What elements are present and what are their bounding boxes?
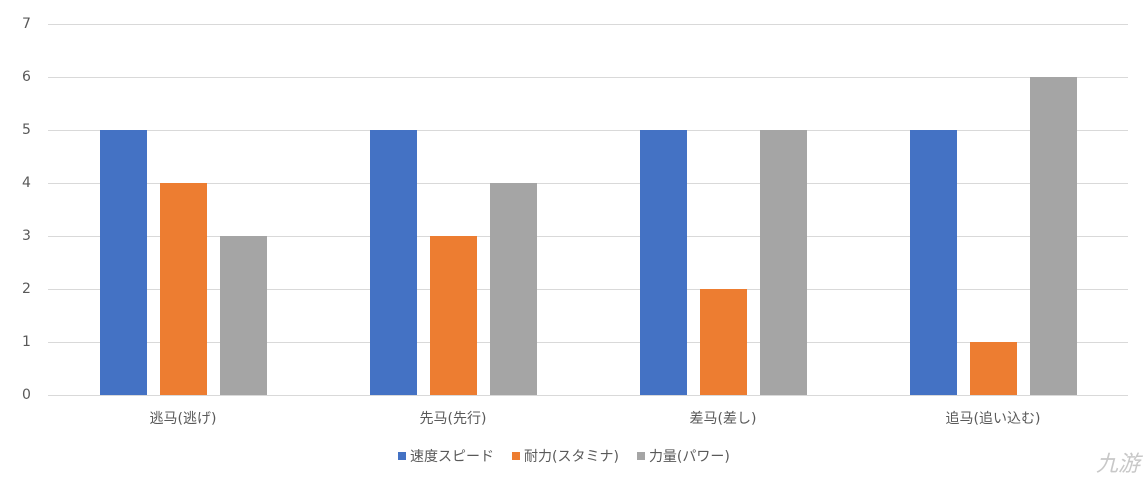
- gridline: [48, 236, 1128, 237]
- y-tick-label: 7: [22, 16, 31, 32]
- x-category-label: 先马(先行): [419, 411, 487, 427]
- x-category-label: 追马(追い込む): [945, 411, 1041, 427]
- legend-item: 速度スピード: [398, 446, 494, 466]
- y-tick-label: 6: [22, 69, 31, 85]
- gridline: [48, 77, 1128, 78]
- y-tick-label: 5: [22, 122, 31, 138]
- bar: [760, 130, 807, 395]
- bar: [370, 130, 417, 395]
- bar: [910, 130, 957, 395]
- legend-swatch: [636, 452, 645, 460]
- gridline: [48, 183, 1128, 184]
- y-tick-label: 0: [22, 387, 31, 403]
- legend-item: 力量(パワー): [636, 446, 730, 466]
- gridline: [48, 395, 1128, 396]
- y-tick-label: 1: [22, 334, 31, 350]
- legend-swatch: [512, 452, 520, 460]
- x-category-label: 逃马(逃げ): [149, 411, 217, 427]
- y-tick-label: 3: [22, 228, 31, 244]
- gridline: [48, 342, 1128, 343]
- bar: [160, 183, 207, 395]
- gridline: [48, 130, 1128, 131]
- bar: [700, 289, 747, 395]
- legend: 速度スピード 耐力(スタミナ) 力量(パワー): [398, 446, 730, 466]
- legend-item: 耐力(スタミナ): [512, 446, 619, 466]
- bar: [970, 342, 1017, 395]
- y-tick-label: 2: [22, 281, 31, 297]
- gridline: [48, 289, 1128, 290]
- bar: [100, 130, 147, 395]
- legend-swatch: [398, 452, 406, 460]
- y-tick-label: 4: [22, 175, 31, 191]
- legend-label: 速度スピード: [410, 449, 494, 465]
- gridline: [48, 24, 1128, 25]
- bar: [640, 130, 687, 395]
- bar: [220, 236, 267, 395]
- watermark-logo: 九游: [1095, 452, 1140, 477]
- bar: [1030, 77, 1077, 395]
- legend-label: 力量(パワー): [648, 449, 730, 465]
- legend-label: 耐力(スタミナ): [524, 449, 619, 465]
- bar: [490, 183, 537, 395]
- bar: [430, 236, 477, 395]
- x-category-label: 差马(差し): [689, 411, 757, 427]
